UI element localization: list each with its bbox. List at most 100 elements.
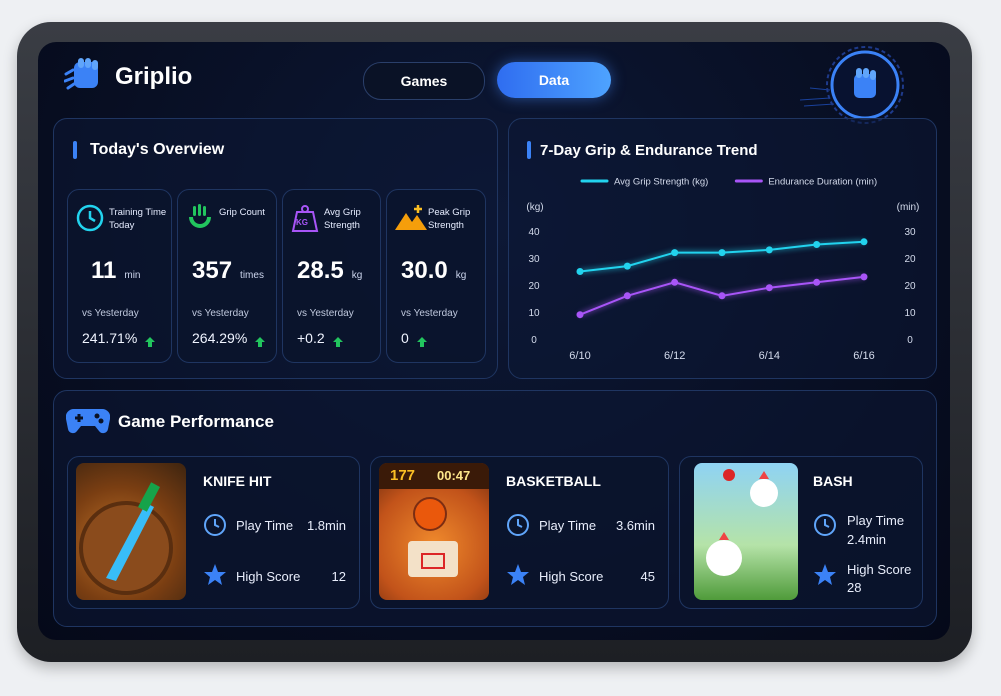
stat-value-row: 30.0 kg [401, 257, 466, 285]
y2-tick-label: 10 [904, 308, 916, 319]
high-score-label: High Score [539, 569, 604, 584]
overview-title: Today's Overview [90, 141, 225, 158]
stat-icon [290, 203, 324, 233]
y-tick-label: 40 [528, 227, 540, 238]
high-score: 12 [331, 569, 346, 584]
data-point [671, 278, 679, 286]
compare-label: vs Yesterday [401, 308, 458, 319]
clock-icon [813, 513, 837, 537]
data-point [813, 278, 821, 286]
y2-tick-label: 30 [904, 227, 916, 238]
series-line [579, 240, 865, 273]
tab-data[interactable]: Data [497, 62, 611, 98]
legend-label: Endurance Duration (min) [768, 177, 877, 188]
game-art [400, 496, 470, 596]
y2-axis-label: (min) [897, 202, 920, 213]
x-tick-label: 6/16 [853, 350, 874, 362]
y2-tick-label: 20 [904, 254, 916, 265]
change-value: 264.29% [192, 330, 248, 346]
clock-icon [506, 513, 530, 537]
data-point [671, 249, 679, 257]
game-name: KNIFE HIT [203, 473, 272, 489]
compare-label: vs Yesterday [82, 308, 139, 319]
y-axis-label: (kg) [526, 202, 543, 213]
legend-label: Avg Grip Strength (kg) [614, 177, 708, 188]
stat-value: 28.5 [297, 257, 344, 284]
stat-unit: min [124, 270, 141, 281]
data-point [765, 246, 773, 254]
high-score: 28 [847, 580, 862, 595]
stat-label: Grip Count [219, 207, 265, 218]
play-time: 1.8min [306, 518, 346, 533]
high-score-label: High Score [236, 569, 301, 584]
change-value: 241.71% [82, 330, 138, 346]
stat-value: 11 [91, 257, 117, 284]
data-point [813, 241, 821, 248]
stat-unit: kg [455, 270, 467, 281]
x-tick-label: 6/14 [759, 350, 780, 362]
y2-tick-label: 0 [907, 335, 913, 346]
star-icon [506, 563, 530, 587]
up-arrow [145, 334, 155, 347]
data-point [623, 262, 631, 270]
stat-card [67, 189, 172, 363]
gamepad-icon [66, 408, 110, 434]
up-arrow [255, 334, 265, 347]
stat-value: 357 [192, 257, 233, 284]
data-point [860, 273, 868, 281]
stat-icon [75, 203, 109, 233]
y-tick-label: 0 [531, 335, 537, 346]
play-time: 3.6min [615, 518, 655, 533]
trend-chart: 7-Day Grip & Endurance Trend (kg) (min) … [526, 141, 920, 362]
chart-panel [508, 118, 937, 379]
data-point [576, 311, 584, 319]
stat-label: Peak Grip Strength [428, 207, 471, 231]
stat-unit: times [240, 270, 264, 281]
scoreboard [379, 463, 489, 489]
y2-tick-label: 20 [904, 281, 916, 292]
game-image [76, 463, 186, 600]
data-point [576, 268, 584, 275]
stat-value-row: 11 min [91, 257, 141, 285]
play-time-label: Play Time [236, 518, 294, 533]
chart-title: 7-Day Grip & Endurance Trend [540, 142, 758, 159]
brand-name: Griplio [115, 63, 193, 90]
games-title: Game Performance [118, 412, 274, 431]
stat-value-row: 357 times [192, 257, 264, 285]
y-tick-label: 20 [528, 281, 540, 292]
up-arrow [417, 334, 427, 347]
data-point [718, 249, 726, 257]
icon-text: KG [296, 218, 308, 227]
up-arrow [333, 334, 343, 347]
stat-unit: kg [351, 270, 363, 281]
high-score: 45 [640, 569, 655, 584]
data-point [765, 284, 773, 292]
game-name: BASKETBALL [506, 473, 601, 489]
profile-badge [800, 46, 904, 124]
star-icon [813, 563, 837, 587]
tab-games[interactable]: Games [363, 62, 485, 100]
change-value: 0 [401, 330, 409, 346]
data-point [718, 292, 726, 300]
play-time: 2.4min [847, 532, 887, 547]
stat-label: Training Time Today [109, 207, 167, 231]
x-tick-label: 6/10 [569, 350, 590, 362]
change-value: +0.2 [297, 330, 325, 346]
stat-label: Avg Grip Strength [324, 207, 361, 231]
compare-label: vs Yesterday [192, 308, 249, 319]
star-icon [203, 563, 227, 587]
stat-value: 30.0 [401, 257, 448, 284]
data-point [623, 292, 631, 300]
scoreboard-score: 177 [390, 467, 416, 484]
stat-card [282, 189, 381, 363]
data-point [860, 238, 868, 246]
play-time-label: Play Time [847, 513, 905, 528]
scoreboard-time: 00:47 [437, 468, 471, 483]
y-tick-label: 30 [528, 254, 540, 265]
compare-label: vs Yesterday [297, 308, 354, 319]
clock-icon [203, 513, 227, 537]
play-time-label: Play Time [539, 518, 597, 533]
title-accent [73, 141, 77, 159]
high-score-label: High Score [847, 562, 912, 577]
